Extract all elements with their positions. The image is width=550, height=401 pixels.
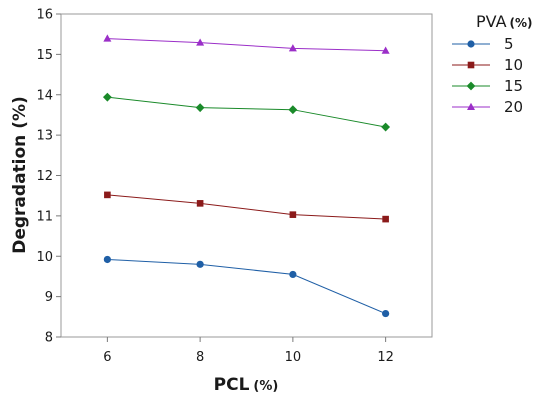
series-line-5: [107, 258, 386, 315]
legend-marker-20: [467, 102, 475, 110]
x-tick-label: 8: [196, 350, 204, 365]
legend-label-10: 10: [504, 56, 523, 74]
data-point-15: [195, 103, 205, 113]
y-tick-label: 11: [36, 209, 53, 224]
data-point-20: [196, 38, 205, 46]
data-point-20: [381, 46, 390, 54]
y-tick-label: 8: [45, 331, 53, 346]
data-point-5: [382, 309, 390, 318]
legend-label-20: 20: [504, 98, 523, 116]
legend-label-15: 15: [504, 77, 523, 95]
data-point-15: [288, 105, 298, 115]
y-axis: 8 9 10 11 12 13 14 15 16: [36, 8, 61, 346]
legend-marker-5: [467, 40, 475, 48]
data-point-15: [381, 122, 391, 132]
y-axis-title: Degradation (%): [10, 96, 30, 254]
legend: PVA (%) 5 10 15 20: [452, 12, 533, 116]
data-point-20: [288, 44, 297, 52]
series-line-20: [107, 38, 386, 52]
series-line-10: [107, 194, 386, 220]
plot-frame: [60, 13, 433, 338]
x-tick-label: 10: [285, 350, 302, 365]
data-point-20: [103, 34, 112, 42]
data-point-15: [102, 92, 112, 102]
y-tick-label: 13: [36, 129, 53, 144]
x-axis: 6 8 10 12: [103, 337, 394, 365]
y-tick-label: 10: [36, 250, 53, 265]
data-point-10: [196, 200, 204, 207]
legend-marker-10: [467, 61, 475, 69]
y-tick-label: 9: [45, 290, 53, 305]
legend-marker-15: [466, 81, 476, 91]
series-markers: [102, 34, 391, 318]
y-tick-label: 16: [36, 8, 53, 23]
series-lines: [107, 38, 386, 315]
x-tick-label: 12: [377, 350, 394, 365]
legend-label-5: 5: [504, 35, 514, 53]
data-point-5: [103, 255, 111, 264]
x-axis-title: PCL (%): [214, 375, 279, 395]
data-point-10: [104, 191, 111, 199]
series-line-15: [107, 96, 386, 128]
y-tick-label: 15: [36, 48, 53, 63]
data-point-10: [289, 211, 297, 218]
legend-title: PVA (%): [476, 12, 533, 31]
data-point-10: [382, 215, 389, 223]
data-point-5: [289, 270, 297, 279]
data-point-5: [196, 260, 204, 268]
y-tick-label: 12: [36, 169, 53, 184]
x-tick-label: 6: [103, 350, 111, 365]
y-tick-label: 14: [36, 88, 53, 103]
